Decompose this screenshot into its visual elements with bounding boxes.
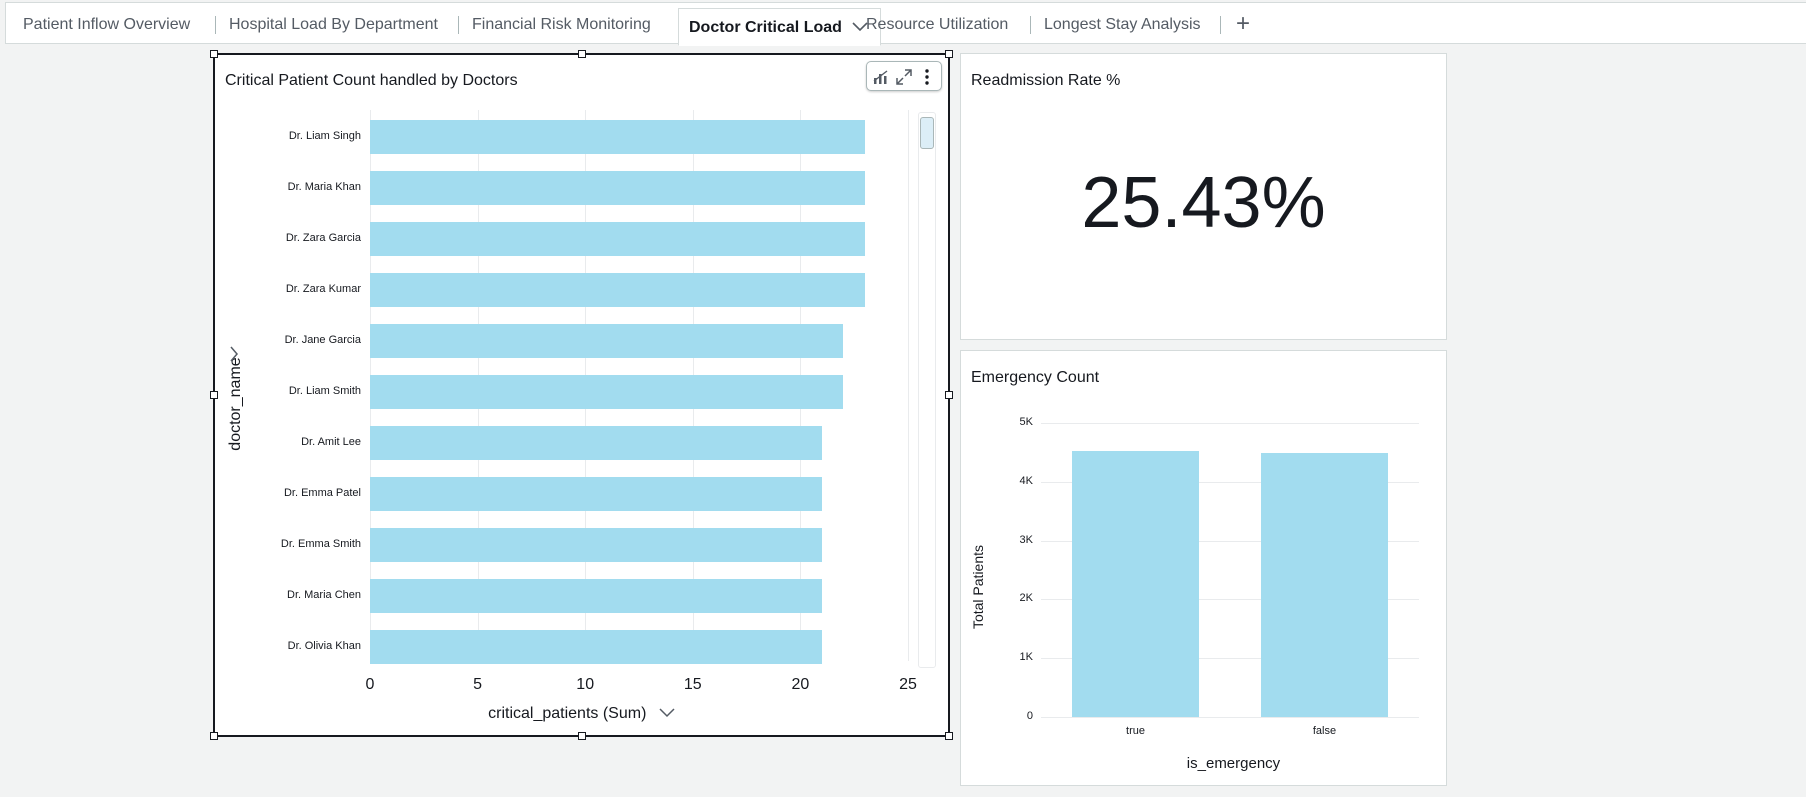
- y-gridline: [1041, 423, 1419, 424]
- critical-patient-chart-panel[interactable]: Critical Patient Count handled by Doctor…: [213, 53, 950, 737]
- tab-separator: [458, 16, 459, 34]
- chevron-right-icon[interactable]: [228, 345, 240, 368]
- y-gridline: [1041, 481, 1419, 483]
- bar[interactable]: [370, 477, 822, 511]
- y-tick-label: 2K: [1019, 592, 1033, 605]
- resize-handle[interactable]: [578, 732, 586, 740]
- x-tick-label: false: [1312, 725, 1337, 737]
- resize-handle[interactable]: [945, 732, 953, 740]
- bar[interactable]: [370, 171, 865, 205]
- tab-label: Hospital Load By Department: [229, 16, 438, 33]
- y-tick-label: 5K: [1019, 416, 1033, 428]
- tab-separator: [1030, 16, 1031, 34]
- y-tick-label: Dr. Maria Khan: [287, 181, 361, 193]
- bar[interactable]: [370, 120, 865, 154]
- tab-longest-stay-analysis[interactable]: Longest Stay Analysis: [1030, 3, 1201, 45]
- bar[interactable]: [370, 630, 822, 664]
- bar[interactable]: [370, 426, 822, 460]
- x-tick-label: 5: [473, 676, 483, 693]
- bar[interactable]: [370, 324, 844, 358]
- tab-doctor-critical-load[interactable]: Doctor Critical Load: [678, 8, 881, 46]
- y-axis-title-area: doctor_name: [221, 345, 251, 465]
- readmission-kpi-panel[interactable]: Readmission Rate % 25.43%: [960, 53, 1447, 340]
- y-tick-label: Dr. Liam Singh: [288, 130, 361, 142]
- resize-handle[interactable]: [945, 50, 953, 58]
- scrollbar-thumb[interactable]: [920, 117, 934, 149]
- x-axis-label[interactable]: is_emergency: [1186, 755, 1281, 772]
- x-axis-label[interactable]: critical_patients (Sum): [488, 705, 647, 723]
- resize-handle[interactable]: [945, 391, 953, 399]
- tab-label: Longest Stay Analysis: [1044, 16, 1201, 33]
- x-axis-title-area: critical_patients (Sum): [215, 705, 948, 723]
- visual-toolbar: [866, 61, 942, 91]
- bar[interactable]: [370, 375, 844, 409]
- y-tick-label: Dr. Zara Kumar: [285, 283, 361, 295]
- tab-separator: [1220, 16, 1221, 34]
- bar[interactable]: [370, 579, 822, 613]
- tab-patient-inflow-overview[interactable]: Patient Inflow Overview: [23, 3, 190, 45]
- y-tick-label: Dr. Maria Chen: [287, 589, 361, 601]
- tab-separator: [215, 16, 216, 34]
- y-axis-label[interactable]: Total Patients: [970, 544, 986, 630]
- scrollbar-track[interactable]: [918, 112, 936, 668]
- panel-title: Emergency Count: [971, 369, 1100, 386]
- y-tick-label: Dr. Emma Patel: [283, 487, 361, 499]
- tab-hospital-load-by-department[interactable]: Hospital Load By Department: [215, 3, 438, 45]
- bar[interactable]: [370, 273, 865, 307]
- y-tick-label: Dr. Jane Garcia: [284, 334, 361, 346]
- y-tick-label: 0: [1026, 710, 1033, 722]
- bar[interactable]: [1072, 451, 1199, 717]
- emergency-count-panel[interactable]: Emergency Count 0 1K 2K 3K 4K 5K true false Tot…: [960, 350, 1447, 786]
- x-tick-label: 0: [365, 676, 375, 693]
- y-tick-label: 4K: [1019, 474, 1033, 487]
- expand-icon[interactable]: [894, 67, 914, 87]
- kpi-value: 25.43%: [1081, 163, 1326, 243]
- bar[interactable]: [1261, 452, 1388, 717]
- x-tick-label: 15: [683, 676, 702, 693]
- emergency-bar-plot: 0 1K 2K 3K 4K 5K true false: [961, 351, 1446, 785]
- x-gridline: [908, 110, 909, 661]
- bar[interactable]: [370, 222, 865, 256]
- tab-resource-utilization[interactable]: Resource Utilization: [866, 3, 1008, 45]
- y-gridline: [1041, 540, 1419, 542]
- tab-label: Patient Inflow Overview: [23, 16, 191, 33]
- plus-icon: +: [1236, 10, 1251, 37]
- x-tick-label: 25: [899, 676, 917, 693]
- x-tick-label: 10: [576, 676, 595, 693]
- add-sheet-button[interactable]: +: [1236, 10, 1251, 37]
- bar[interactable]: [370, 528, 822, 562]
- y-gridline: [1041, 599, 1419, 601]
- tab-financial-risk-monitoring[interactable]: Financial Risk Monitoring: [458, 3, 651, 45]
- resize-handle[interactable]: [210, 50, 218, 58]
- chevron-down-icon[interactable]: [852, 9, 868, 47]
- y-tick-label: Dr. Zara Garcia: [285, 232, 361, 244]
- panel-title: Readmission Rate %: [971, 72, 1121, 89]
- y-tick-label: 1K: [1019, 651, 1033, 664]
- x-tick-label: 20: [791, 676, 810, 693]
- y-gridline: [1041, 717, 1419, 718]
- y-tick-label: 3K: [1019, 533, 1033, 546]
- chevron-down-icon[interactable]: [659, 705, 675, 723]
- sheet-tab-bar: Patient Inflow Overview Hospital Load By…: [5, 2, 1806, 46]
- x-tick-label: true: [1126, 725, 1145, 737]
- y-tick-label: Dr. Emma Smith: [280, 538, 361, 550]
- resize-handle[interactable]: [210, 732, 218, 740]
- chart-type-icon[interactable]: [871, 67, 891, 87]
- resize-handle[interactable]: [578, 50, 586, 58]
- tab-label: Doctor Critical Load: [689, 19, 842, 37]
- y-gridline: [1041, 658, 1419, 660]
- resize-handle[interactable]: [210, 391, 218, 399]
- critical-bar-plot: 0 5 10 15 20 25 Dr. Liam Singh Dr. Maria Khan Dr…: [215, 55, 948, 735]
- tab-label: Financial Risk Monitoring: [472, 16, 651, 33]
- panel-title: Critical Patient Count handled by Doctor…: [225, 72, 518, 89]
- y-tick-label: Dr. Liam Smith: [288, 385, 361, 397]
- y-tick-label: Dr. Amit Lee: [301, 436, 361, 448]
- tab-label: Resource Utilization: [866, 16, 1009, 33]
- more-options-icon[interactable]: [917, 67, 937, 87]
- y-tick-label: Dr. Olivia Khan: [287, 640, 361, 652]
